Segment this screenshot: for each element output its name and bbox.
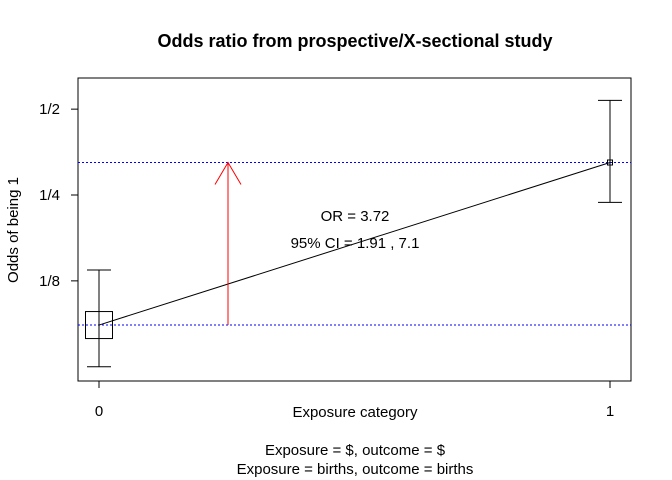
- ci-annotation: 95% CI = 1.91 , 7.1: [291, 235, 420, 252]
- footer-line-1: Exposure = $, outcome = $: [265, 442, 446, 459]
- footer-line-2: Exposure = births, outcome = births: [237, 461, 474, 478]
- x-tick-label-0: 0: [95, 403, 103, 420]
- x-axis-label: Exposure category: [292, 404, 418, 421]
- y-tick-label-2: 1/8: [39, 273, 60, 290]
- or-annotation: OR = 3.72: [321, 208, 390, 225]
- odds-point-1: [607, 159, 613, 166]
- chart-title: Odds ratio from prospective/X-sectional …: [157, 31, 552, 51]
- odds-connecting-line: [98, 162, 611, 326]
- y-tick-label-1: 1/4: [39, 187, 60, 204]
- or-arrow-head: [214, 161, 242, 185]
- chart-marks: 1/2 1/4 1/8 0 1: [39, 99, 631, 420]
- plot-frame: [77, 77, 632, 382]
- odds-point-0: [85, 311, 113, 340]
- x-tick-label-1: 1: [606, 403, 614, 420]
- y-tick-label-0: 1/2: [39, 101, 60, 118]
- y-axis-label: Odds of being 1: [5, 177, 22, 283]
